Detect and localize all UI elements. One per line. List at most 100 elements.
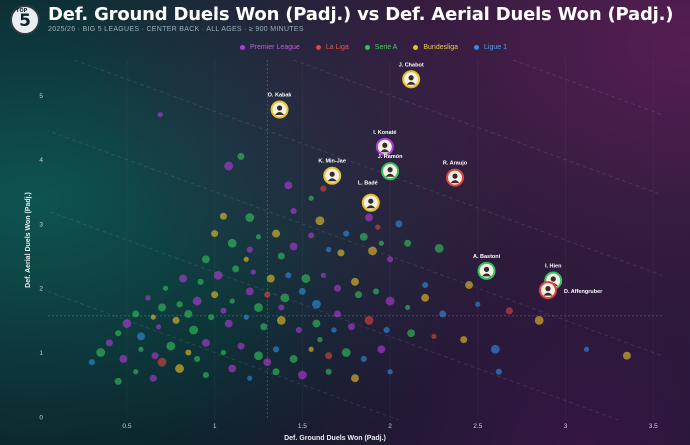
- scatter-point: [375, 224, 381, 230]
- y-tick-label: 3: [39, 221, 43, 228]
- scatter-point: [266, 274, 275, 283]
- scatter-point: [495, 368, 502, 375]
- scatter-point: [149, 374, 157, 382]
- labeled-players: J. Chabot O. Kabak I. Konaté K. Min-Jae J. R…: [268, 62, 603, 300]
- scatter-point: [255, 234, 262, 240]
- scatter-point: [290, 208, 297, 215]
- scatter-point: [179, 274, 188, 283]
- scatter-point: [220, 349, 227, 356]
- diagonal-guide-line: [74, 60, 662, 276]
- scatter-point: [387, 256, 394, 263]
- scatter-point: [337, 249, 345, 257]
- scatter-point: [308, 232, 315, 239]
- scatter-point: [285, 272, 292, 279]
- scatter-point: [298, 287, 306, 295]
- y-tick-label: 4: [39, 157, 43, 164]
- scatter-point: [312, 319, 321, 328]
- scatter-point: [326, 247, 332, 253]
- scatter-point: [439, 310, 447, 318]
- scatter-point: [202, 371, 209, 379]
- scatter-point: [325, 352, 333, 360]
- scatter-point: [194, 355, 201, 362]
- y-tick-label: 5: [39, 93, 43, 100]
- scatter-point: [96, 348, 106, 357]
- scatter-point: [378, 240, 384, 246]
- scatter-point: [237, 342, 245, 350]
- x-tick-label: 0.5: [122, 423, 131, 430]
- player-avatar-body: [366, 205, 376, 209]
- x-tick-label: 2.5: [473, 423, 482, 430]
- scatter-point: [227, 238, 237, 248]
- scatter-point: [201, 338, 210, 347]
- scatter-point: [280, 293, 290, 303]
- player-label: L. Badé: [358, 181, 378, 187]
- player-avatar-body: [543, 292, 553, 296]
- scatter-point: [201, 255, 210, 264]
- scatter-point: [245, 287, 254, 296]
- scatter-point: [247, 375, 253, 381]
- scatter-point: [355, 291, 363, 299]
- scatter-point: [166, 341, 176, 351]
- scatter-point: [295, 326, 302, 334]
- scatter-point: [245, 213, 255, 222]
- scatter-point: [622, 351, 631, 360]
- legend-label: Serie A: [374, 44, 398, 51]
- player-marker: I. Konaté: [373, 130, 396, 156]
- scatter-point: [331, 327, 337, 333]
- scatter-point: [175, 364, 184, 373]
- player-avatar-body: [450, 180, 460, 184]
- scatter-point: [325, 368, 332, 375]
- scatter-point: [115, 330, 122, 337]
- x-tick-label: 1: [213, 423, 217, 430]
- scatter-point: [377, 345, 386, 354]
- scatter-point: [387, 369, 393, 375]
- scatter-point: [308, 346, 314, 352]
- scatter-point: [351, 374, 359, 383]
- scatter-point: [315, 216, 325, 226]
- scatter-point: [475, 301, 481, 307]
- scatter-point: [114, 377, 122, 385]
- y-tick-label: 0: [39, 414, 43, 421]
- scatter-point: [333, 284, 341, 292]
- scatter-point: [365, 213, 373, 222]
- scatter-point: [254, 303, 263, 312]
- scatter-point: [228, 364, 237, 373]
- player-marker: J. Chabot: [399, 62, 424, 89]
- player-label: J. Ramón: [378, 154, 403, 160]
- x-tick-label: 3: [564, 423, 568, 430]
- scatter-point: [431, 333, 437, 340]
- scatter-point: [137, 332, 145, 341]
- legend-dot: [364, 45, 370, 50]
- scatter-point: [122, 319, 132, 328]
- legend-dot: [315, 45, 321, 50]
- scatter-point: [172, 316, 180, 324]
- scatter-point: [341, 348, 351, 357]
- scatter-point: [405, 304, 411, 311]
- diagonal-guide-line: [293, 60, 662, 196]
- scatter-point: [243, 256, 249, 262]
- scatter-point: [254, 351, 263, 361]
- diagonal-guide-line: [48, 291, 399, 420]
- scatter-point: [211, 230, 219, 238]
- scatter-point: [157, 357, 167, 367]
- player-avatar-body: [380, 149, 390, 153]
- player-avatar-head: [329, 171, 335, 177]
- legend-item-serie-a: Serie A: [364, 44, 398, 51]
- player-avatar-head: [387, 167, 393, 173]
- scatter-point: [88, 359, 95, 366]
- scatter-point: [395, 220, 403, 228]
- scatter-point: [157, 112, 163, 118]
- legend-item-ligue-1: Ligue 1: [474, 44, 507, 51]
- legend-label: Ligue 1: [484, 44, 507, 51]
- player-label: I. Hien: [545, 264, 562, 270]
- y-tick-label: 1: [39, 350, 43, 357]
- scatter-point: [237, 152, 245, 160]
- scatter-point: [289, 242, 298, 251]
- scatter-point: [422, 281, 429, 289]
- scatter-point: [583, 346, 590, 352]
- scatter-point: [272, 368, 280, 376]
- logo-top-text: TOP: [16, 8, 28, 14]
- scatter-point: [224, 161, 234, 171]
